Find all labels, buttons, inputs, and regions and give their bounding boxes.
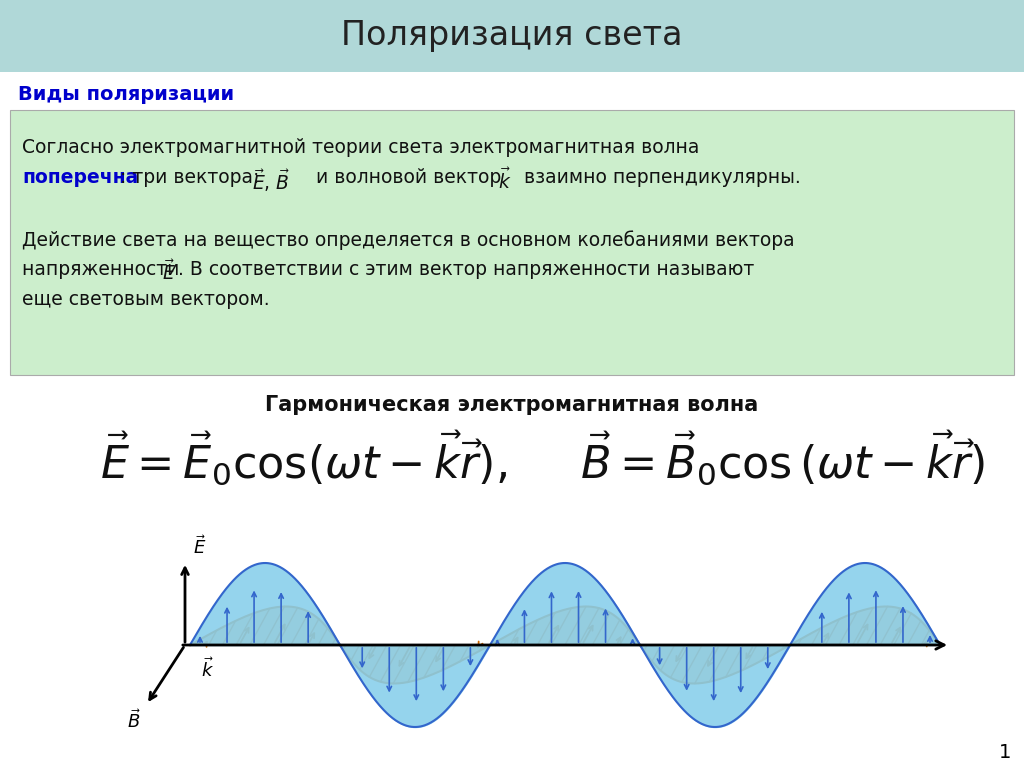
Bar: [10, 110, 1014, 375]
Text: $\vec{E}$: $\vec{E}$: [193, 535, 207, 558]
Text: Действие света на вещество определяется в основном колебаниями вектора: Действие света на вещество определяется …: [22, 230, 795, 250]
Polygon shape: [190, 607, 940, 683]
Text: : три вектора:: : три вектора:: [120, 168, 265, 187]
Text: $\vec{B}$: $\vec{B}$: [127, 709, 141, 732]
Text: напряженности: напряженности: [22, 260, 185, 279]
Text: Согласно электромагнитной теории света электромагнитная волна: Согласно электромагнитной теории света э…: [22, 138, 699, 157]
Text: и волновой вектор: и волновой вектор: [310, 168, 507, 187]
Text: Гармоническая электромагнитная волна: Гармоническая электромагнитная волна: [265, 395, 759, 415]
Text: $\vec{E}$, $\vec{B}$: $\vec{E}$, $\vec{B}$: [252, 168, 291, 194]
Text: поперечна: поперечна: [22, 168, 138, 187]
Text: $\vec{k}$: $\vec{k}$: [201, 657, 214, 681]
Text: $\vec{k}$: $\vec{k}$: [498, 168, 511, 193]
Text: взаимно перпендикулярны.: взаимно перпендикулярны.: [518, 168, 801, 187]
Text: Виды поляризации: Виды поляризации: [18, 85, 234, 104]
Text: $\vec{B} = \vec{B}_0\mathrm{cos}\,(\omega t - \vec{k}\vec{r})$: $\vec{B} = \vec{B}_0\mathrm{cos}\,(\omeg…: [580, 428, 985, 487]
Text: Поляризация света: Поляризация света: [341, 19, 683, 52]
Text: . В соответствии с этим вектор напряженности называют: . В соответствии с этим вектор напряженн…: [178, 260, 755, 279]
Text: 1: 1: [998, 742, 1011, 762]
Text: еще световым вектором.: еще световым вектором.: [22, 290, 269, 309]
Text: $\vec{E} = \vec{E}_0\mathrm{cos}(\omega t - \vec{k}\vec{r}),$: $\vec{E} = \vec{E}_0\mathrm{cos}(\omega …: [100, 428, 507, 487]
Text: $\vec{E}$: $\vec{E}$: [162, 260, 176, 284]
Bar: [0, 0, 1024, 72]
